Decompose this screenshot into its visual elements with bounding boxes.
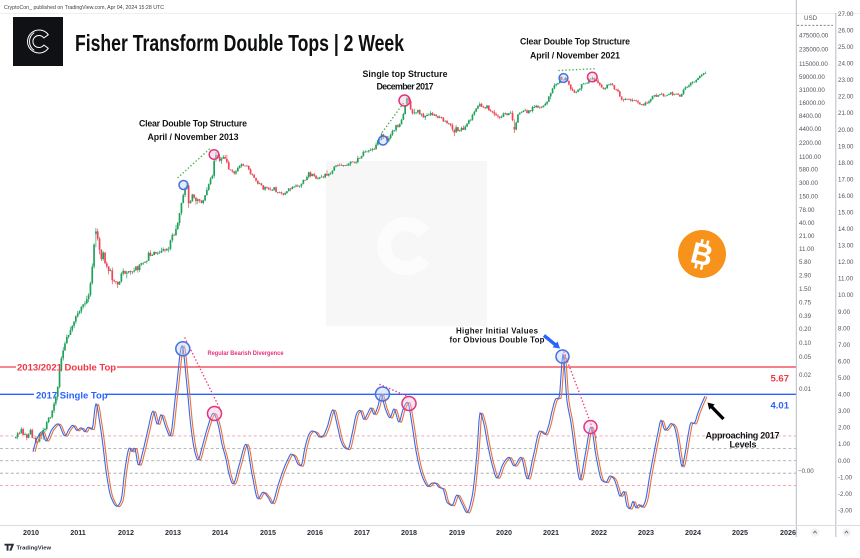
svg-text:2012: 2012 bbox=[118, 528, 134, 537]
svg-text:TradingView: TradingView bbox=[17, 545, 52, 551]
svg-text:2019: 2019 bbox=[449, 528, 465, 537]
svg-text:17.00: 17.00 bbox=[838, 176, 854, 183]
svg-text:16000.00: 16000.00 bbox=[799, 100, 825, 107]
svg-text:0.10: 0.10 bbox=[799, 340, 812, 347]
svg-text:6.00: 6.00 bbox=[838, 358, 851, 365]
svg-text:5.00: 5.00 bbox=[838, 375, 851, 382]
svg-text:16.00: 16.00 bbox=[838, 193, 854, 200]
svg-text:2014: 2014 bbox=[212, 528, 228, 537]
svg-text:Regular Bearish Divergence: Regular Bearish Divergence bbox=[208, 350, 284, 357]
svg-text:April / November 2021: April / November 2021 bbox=[530, 51, 620, 61]
svg-text:2023: 2023 bbox=[638, 528, 654, 537]
svg-text:3.00: 3.00 bbox=[838, 408, 851, 415]
svg-text:USD: USD bbox=[804, 15, 818, 22]
svg-text:18.00: 18.00 bbox=[838, 160, 854, 167]
svg-text:59000.00: 59000.00 bbox=[799, 74, 825, 81]
svg-text:22.00: 22.00 bbox=[838, 94, 854, 101]
svg-text:1100.00: 1100.00 bbox=[799, 154, 821, 161]
svg-text:December 2017: December 2017 bbox=[377, 82, 434, 92]
svg-text:Clear Double Top Structure: Clear Double Top Structure bbox=[520, 37, 630, 47]
svg-text:5.67: 5.67 bbox=[771, 374, 790, 385]
svg-text:1.50: 1.50 bbox=[799, 286, 812, 293]
svg-text:2.90: 2.90 bbox=[799, 273, 812, 280]
svg-text:8.00: 8.00 bbox=[838, 325, 851, 332]
svg-text:19.00: 19.00 bbox=[838, 143, 854, 150]
svg-text:4400.00: 4400.00 bbox=[799, 126, 822, 133]
svg-text:Single top Structure: Single top Structure bbox=[363, 69, 448, 79]
svg-text:-3.00: -3.00 bbox=[838, 507, 853, 514]
svg-text:2025: 2025 bbox=[732, 528, 748, 537]
svg-text:14.00: 14.00 bbox=[838, 226, 854, 233]
svg-text:−0.00: −0.00 bbox=[798, 468, 814, 475]
svg-text:21.00: 21.00 bbox=[838, 110, 854, 117]
svg-text:7.00: 7.00 bbox=[838, 342, 851, 349]
svg-text:0.00: 0.00 bbox=[838, 458, 851, 465]
svg-text:11.00: 11.00 bbox=[838, 276, 854, 283]
svg-text:5.80: 5.80 bbox=[799, 259, 812, 266]
svg-text:24.00: 24.00 bbox=[838, 61, 854, 68]
svg-text:2013/2021 Double Top: 2013/2021 Double Top bbox=[17, 363, 116, 374]
svg-text:25.00: 25.00 bbox=[838, 44, 854, 51]
svg-text:2017 Single Top: 2017 Single Top bbox=[36, 391, 108, 402]
svg-text:2010: 2010 bbox=[23, 528, 39, 537]
svg-text:-1.00: -1.00 bbox=[838, 474, 853, 481]
svg-text:31000.00: 31000.00 bbox=[799, 87, 825, 94]
svg-text:for Obvious Double Top: for Obvious Double Top bbox=[450, 336, 545, 345]
svg-text:0.39: 0.39 bbox=[799, 313, 812, 320]
svg-text:0.01: 0.01 bbox=[799, 386, 812, 393]
svg-text:235000.00: 235000.00 bbox=[799, 47, 829, 54]
svg-text:2024: 2024 bbox=[685, 528, 701, 537]
svg-text:-2.00: -2.00 bbox=[838, 491, 853, 498]
svg-text:4.01: 4.01 bbox=[771, 401, 790, 412]
svg-text:2013: 2013 bbox=[165, 528, 181, 537]
svg-text:2017: 2017 bbox=[354, 528, 370, 537]
svg-text:Approaching 2017: Approaching 2017 bbox=[706, 431, 780, 441]
svg-text:12.00: 12.00 bbox=[838, 259, 854, 266]
svg-text:2020: 2020 bbox=[496, 528, 512, 537]
svg-text:0.20: 0.20 bbox=[799, 326, 812, 333]
svg-text:2026: 2026 bbox=[780, 528, 796, 537]
svg-text:580.00: 580.00 bbox=[799, 167, 818, 174]
svg-text:2016: 2016 bbox=[307, 528, 323, 537]
svg-text:April / November 2013: April / November 2013 bbox=[148, 132, 239, 142]
svg-text:2018: 2018 bbox=[401, 528, 417, 537]
svg-text:78.00: 78.00 bbox=[799, 207, 815, 214]
svg-text:115000.00: 115000.00 bbox=[799, 61, 828, 68]
svg-text:1.00: 1.00 bbox=[838, 441, 851, 448]
svg-text:2015: 2015 bbox=[260, 528, 276, 537]
svg-text:13.00: 13.00 bbox=[838, 243, 854, 250]
svg-text:Higher Initial Values: Higher Initial Values bbox=[456, 327, 539, 336]
svg-text:21.00: 21.00 bbox=[799, 233, 815, 240]
svg-text:Clear Double Top Structure: Clear Double Top Structure bbox=[139, 119, 247, 129]
svg-text:0.02: 0.02 bbox=[799, 372, 812, 379]
svg-text:20.00: 20.00 bbox=[838, 127, 854, 134]
svg-text:11.00: 11.00 bbox=[799, 246, 815, 253]
svg-text:2.00: 2.00 bbox=[838, 425, 851, 432]
svg-text:300.00: 300.00 bbox=[799, 180, 818, 187]
svg-text:0.05: 0.05 bbox=[799, 354, 812, 361]
svg-text:4.00: 4.00 bbox=[838, 392, 851, 399]
svg-text:Fisher Transform Double Tops |: Fisher Transform Double Tops | 2 Week bbox=[75, 30, 404, 56]
svg-text:10.00: 10.00 bbox=[838, 292, 854, 299]
svg-text:Levels: Levels bbox=[730, 440, 757, 450]
svg-text:2200.00: 2200.00 bbox=[799, 140, 822, 147]
svg-text:2011: 2011 bbox=[70, 528, 86, 537]
svg-text:2021: 2021 bbox=[543, 528, 559, 537]
svg-text:8400.00: 8400.00 bbox=[799, 113, 822, 120]
svg-text:2022: 2022 bbox=[591, 528, 607, 537]
svg-text:27.00: 27.00 bbox=[838, 11, 854, 18]
svg-text:475000.00: 475000.00 bbox=[799, 32, 829, 39]
svg-text:CryptoCon_ published on Tradin: CryptoCon_ published on TradingView.com,… bbox=[4, 5, 164, 11]
svg-text:9.00: 9.00 bbox=[838, 309, 851, 316]
svg-text:150.00: 150.00 bbox=[799, 194, 818, 201]
svg-text:26.00: 26.00 bbox=[838, 27, 854, 34]
svg-text:40.00: 40.00 bbox=[799, 220, 815, 227]
svg-text:0.75: 0.75 bbox=[799, 300, 812, 307]
svg-text:15.00: 15.00 bbox=[838, 210, 854, 217]
svg-text:23.00: 23.00 bbox=[838, 77, 854, 84]
